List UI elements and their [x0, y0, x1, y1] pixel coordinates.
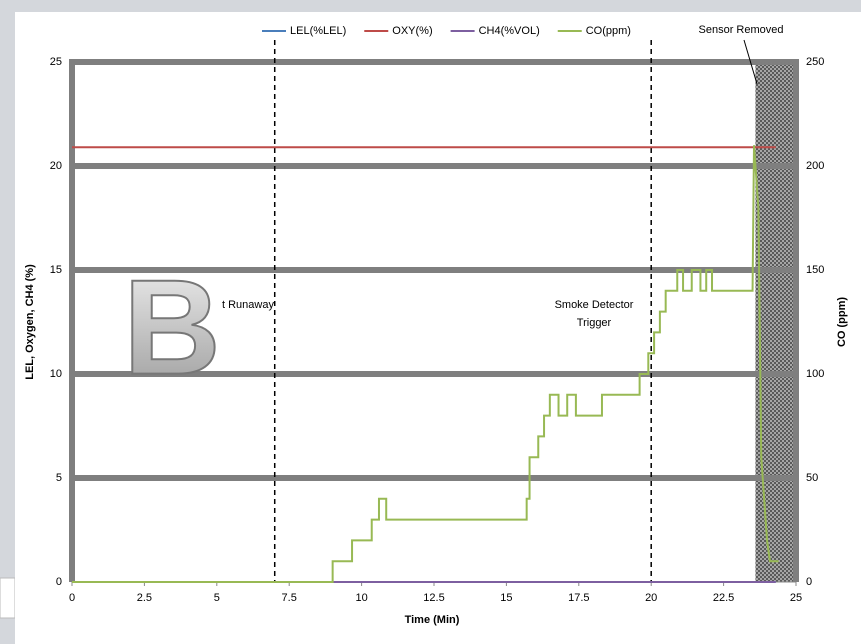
shaded-region [755, 62, 796, 582]
y-tick-label: 5 [56, 472, 62, 484]
annotation: Smoke Detector [555, 299, 634, 311]
y-tick-label: 15 [50, 264, 62, 276]
y-tick-label: 10 [50, 368, 62, 380]
x-tick-label: 20 [645, 592, 657, 604]
window-sliver [0, 577, 16, 619]
x-tick-label: 2.5 [137, 592, 152, 604]
x-tick-label: 0 [69, 592, 75, 604]
y2-axis-label: CO (ppm) [836, 297, 848, 347]
y2-tick-label: 200 [806, 160, 824, 172]
legend-label: CH4(%VOL) [479, 25, 540, 37]
watermark: B [123, 252, 221, 403]
annotation: Sensor Removed [699, 24, 784, 36]
y2-tick-label: 100 [806, 368, 824, 380]
annotation: Trigger [577, 317, 612, 329]
y2-tick-label: 150 [806, 264, 824, 276]
y-tick-label: 25 [50, 56, 62, 68]
x-tick-label: 5 [214, 592, 220, 604]
x-tick-label: 10 [355, 592, 367, 604]
annotation: t Runaway [222, 299, 274, 311]
x-tick-label: 7.5 [282, 592, 297, 604]
y-tick-label: 0 [56, 576, 62, 588]
x-tick-label: 12.5 [423, 592, 444, 604]
x-axis-label: Time (Min) [405, 614, 460, 626]
y2-tick-label: 0 [806, 576, 812, 588]
x-tick-label: 17.5 [568, 592, 589, 604]
legend-label: CO(ppm) [586, 25, 631, 37]
y2-tick-label: 250 [806, 56, 824, 68]
legend: LEL(%LEL) OXY(%) CH4(%VOL) CO(ppm) [262, 25, 631, 37]
annotation-arrow [743, 39, 758, 85]
x-tick-label: 25 [790, 592, 802, 604]
y-axis-label: LEL, Oxygen, CH4 (%) [24, 264, 36, 380]
legend-label: LEL(%LEL) [290, 25, 346, 37]
chart-panel [15, 12, 861, 644]
y-tick-label: 20 [50, 160, 62, 172]
y2-tick-label: 50 [806, 472, 818, 484]
x-tick-label: 15 [500, 592, 512, 604]
x-tick-label: 22.5 [713, 592, 734, 604]
legend-label: OXY(%) [392, 25, 432, 37]
series-line [72, 145, 779, 583]
